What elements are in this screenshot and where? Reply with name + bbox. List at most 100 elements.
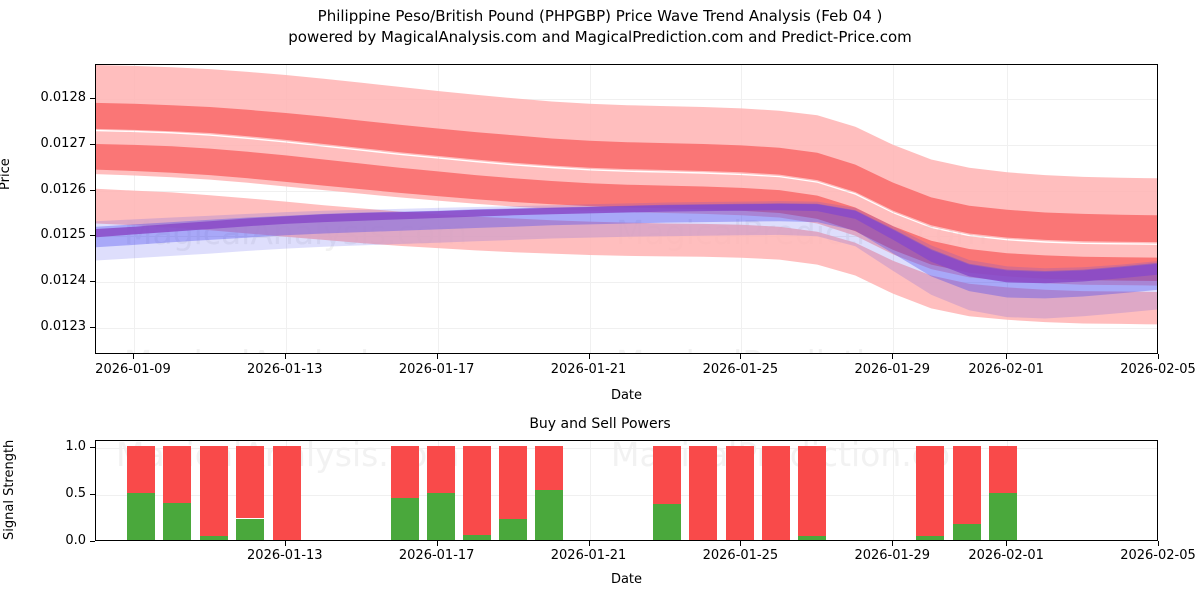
- signal-ytick-mark: [90, 494, 95, 495]
- table-row[interactable]: [427, 446, 455, 540]
- table-row[interactable]: [726, 446, 754, 540]
- gridline-horizontal: [96, 495, 1157, 496]
- price-xtick-label: 2026-01-17: [398, 362, 475, 377]
- price-xtick-mark: [1006, 354, 1007, 359]
- price-ytick-mark: [90, 235, 95, 236]
- signal-xtick-mark: [740, 541, 741, 546]
- table-row[interactable]: [953, 446, 981, 540]
- buy-power-segment: [798, 536, 826, 540]
- signal-xtick-mark: [285, 541, 286, 546]
- table-row[interactable]: [798, 446, 826, 540]
- table-row[interactable]: [200, 446, 228, 540]
- gridline-horizontal: [96, 282, 1157, 283]
- price-ytick-label: 0.0127: [40, 135, 87, 151]
- price-wave-chart: MagicalAnalysis.comMagicalPrediction.com…: [95, 64, 1158, 354]
- sell-power-segment: [653, 446, 681, 504]
- price-xtick-label: 2026-01-21: [550, 362, 627, 377]
- buy-power-segment: [499, 519, 527, 540]
- gridline-vertical: [438, 65, 439, 353]
- sell-power-segment: [499, 446, 527, 520]
- signal-xtick-mark: [892, 541, 893, 546]
- sell-power-segment: [689, 446, 717, 540]
- table-row[interactable]: [989, 446, 1017, 540]
- table-row[interactable]: [163, 446, 191, 540]
- table-row[interactable]: [689, 446, 717, 540]
- price-ytick-mark: [90, 327, 95, 328]
- price-ytick-label: 0.0123: [40, 318, 87, 334]
- sell-power-segment: [127, 446, 155, 494]
- buy-power-segment: [463, 535, 491, 540]
- price-ytick-label: 0.0126: [40, 181, 87, 197]
- signal-ytick-label: 0.5: [65, 486, 86, 502]
- table-row[interactable]: [127, 446, 155, 540]
- price-band-layer: [96, 65, 1157, 325]
- gridline-horizontal: [96, 328, 1157, 329]
- price-band-support-band-outer: [96, 188, 1157, 325]
- table-row[interactable]: [236, 446, 264, 540]
- price-ytick-label: 0.0125: [40, 227, 87, 243]
- table-row[interactable]: [463, 446, 491, 540]
- price-ytick-label: 0.0128: [40, 90, 87, 106]
- table-row[interactable]: [916, 446, 944, 540]
- sell-power-segment: [200, 446, 228, 537]
- price-xtick-mark: [437, 354, 438, 359]
- page-subtitle: powered by MagicalAnalysis.com and Magic…: [288, 28, 912, 46]
- buy-sell-powers-chart: MagicalAnalysis.comMagicalPrediction.com: [95, 440, 1158, 541]
- price-xtick-mark: [1158, 354, 1159, 359]
- signal-xtick-mark: [437, 541, 438, 546]
- table-row[interactable]: [653, 446, 681, 540]
- price-xaxis-label: Date: [610, 388, 643, 403]
- signal-xtick-label: 2026-01-25: [702, 548, 779, 563]
- price-band-upper-resistance-inner: [96, 102, 1157, 243]
- signal-xtick-label: 2026-02-05: [1120, 548, 1196, 563]
- sell-power-segment: [535, 446, 563, 491]
- table-row[interactable]: [273, 446, 301, 540]
- signal-xtick-label: 2026-01-17: [398, 548, 475, 563]
- price-band-mid-resistance-inner: [96, 144, 1157, 281]
- sell-power-segment: [391, 446, 419, 498]
- price-xtick-mark: [285, 354, 286, 359]
- price-band-forecast-purple-core: [96, 203, 1157, 284]
- price-ytick-mark: [90, 281, 95, 282]
- signal-xtick-mark: [1006, 541, 1007, 546]
- price-xtick-mark: [740, 354, 741, 359]
- table-row[interactable]: [535, 446, 563, 540]
- bar-xaxis-label: Date: [610, 572, 643, 587]
- price-ytick-mark: [90, 144, 95, 145]
- table-row[interactable]: [391, 446, 419, 540]
- price-xtick-label: 2026-01-09: [95, 362, 171, 377]
- buy-power-segment: [163, 502, 191, 540]
- signal-ytick-mark: [90, 447, 95, 448]
- bar-chart-title: Buy and Sell Powers: [529, 416, 671, 432]
- buy-power-segment: [200, 536, 228, 540]
- table-row[interactable]: [499, 446, 527, 540]
- signal-ytick-mark: [90, 541, 95, 542]
- buy-power-segment: [427, 493, 455, 540]
- sell-power-segment: [427, 446, 455, 494]
- price-band-forecast-blue-mid: [96, 203, 1157, 299]
- signal-ytick-label: 1.0: [65, 439, 86, 455]
- gridline-horizontal: [96, 99, 1157, 100]
- price-xtick-mark: [589, 354, 590, 359]
- sell-power-segment: [273, 446, 301, 540]
- signal-xtick-mark: [589, 541, 590, 546]
- sell-power-segment: [726, 446, 754, 540]
- sell-power-segment: [798, 446, 826, 537]
- table-row[interactable]: [762, 446, 790, 540]
- sell-power-segment: [916, 446, 944, 537]
- price-axis-label: Price: [0, 158, 13, 190]
- gridline-horizontal: [96, 448, 1157, 449]
- sell-power-segment: [163, 446, 191, 503]
- price-xtick-label: 2026-01-13: [247, 362, 323, 377]
- sell-power-segment: [463, 446, 491, 536]
- sell-power-segment: [989, 446, 1017, 494]
- signal-xtick-label: 2026-02-01: [968, 548, 1044, 563]
- gridline-vertical: [590, 441, 591, 540]
- price-xtick-label: 2026-02-05: [1120, 362, 1196, 377]
- price-ytick-mark: [90, 190, 95, 191]
- price-xtick-label: 2026-01-29: [854, 362, 931, 377]
- buy-power-segment: [236, 518, 264, 540]
- price-xtick-label: 2026-01-25: [702, 362, 779, 377]
- buy-power-segment: [391, 497, 419, 540]
- sell-power-segment: [762, 446, 790, 540]
